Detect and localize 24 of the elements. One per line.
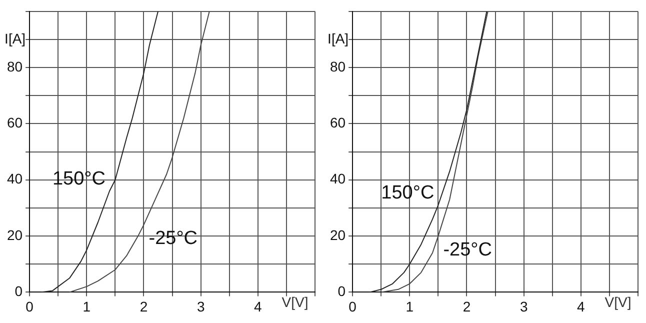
y-tick-label: 80	[6, 58, 23, 74]
y-tick-label: 60	[6, 114, 23, 131]
x-axis-title: V[V]	[604, 294, 632, 310]
x-tick-label: 1	[82, 298, 91, 314]
y-tick-label: 80	[330, 58, 346, 74]
x-axis-title: V[V]	[282, 294, 308, 310]
y-axis-title: I[A]	[4, 30, 26, 46]
y-tick-label: 60	[330, 114, 346, 131]
y-tick-label: 20	[330, 226, 346, 243]
y-tick-label: 0	[338, 283, 346, 300]
y-tick-label: 20	[6, 226, 23, 243]
y-tick-label: 40	[6, 170, 23, 187]
x-tick-label: 3	[196, 298, 205, 314]
x-tick-label: 1	[406, 298, 414, 314]
x-tick-label: 0	[348, 298, 357, 314]
x-tick-label: 2	[140, 298, 148, 314]
x-tick-label: 2	[462, 298, 471, 314]
y-tick-label: 40	[330, 170, 346, 187]
x-tick-label: 4	[577, 298, 586, 314]
x-tick-label: 4	[254, 298, 262, 314]
x-tick-label: 0	[26, 298, 34, 314]
x-tick-label: 3	[520, 298, 528, 314]
y-axis-title: I[A]	[328, 30, 349, 46]
y-tick-label: 0	[14, 283, 23, 300]
